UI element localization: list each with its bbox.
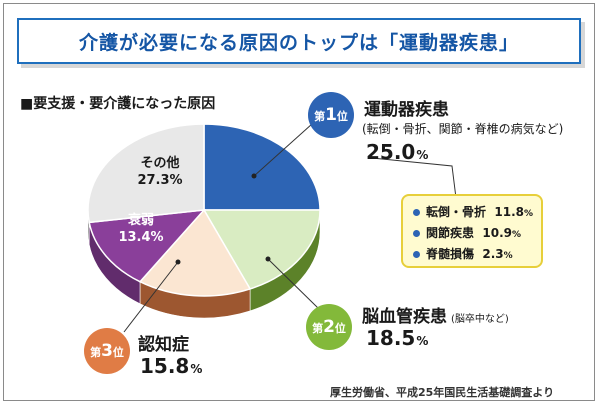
- slice-label-frailty: 衰弱 13.4%: [118, 213, 164, 245]
- rank-badge-1: 第1位: [308, 92, 354, 138]
- leader-dot-first: [251, 173, 257, 179]
- leader-dot-third: [175, 259, 181, 265]
- pie-slice-4: [87, 123, 205, 224]
- bullet-icon: [413, 251, 420, 258]
- pie-slice-3: [88, 209, 206, 283]
- title-box: 介護が必要になる原因のトップは「運動器疾患」: [17, 18, 581, 64]
- chart-subtitle: ■要支援・要介護になった原因: [20, 96, 216, 112]
- bullet-icon: [413, 230, 420, 237]
- callout-second-value: 18.5%: [366, 326, 429, 350]
- callout-first-note: (転倒・骨折、関節・脊椎の病気など): [362, 122, 564, 136]
- breakdown-row: 脊髄損傷 2.3%: [413, 245, 513, 262]
- rank-suffix-prefix-3: 第: [90, 346, 102, 359]
- source-note: 厚生労働省、平成25年国民生活基礎調査より: [330, 386, 555, 399]
- callout-second-name: 脳血管疾患 (脳卒中など): [362, 307, 509, 327]
- figure-frame: [3, 3, 595, 401]
- pie-slice-1: [202, 209, 321, 290]
- breakdown-row: 関節疾患 10.9%: [413, 224, 521, 241]
- page-title: 介護が必要になる原因のトップは「運動器疾患」: [78, 32, 519, 54]
- slice-label-other: その他 27.3%: [137, 156, 183, 188]
- breakdown-row: 転倒・骨折 11.8%: [413, 203, 533, 220]
- callout-third-name: 認知症: [138, 335, 189, 355]
- leader-dot-second: [265, 256, 271, 262]
- leader-line-third: [123, 261, 179, 333]
- leader-line-second: [267, 258, 319, 309]
- bullet-icon: [413, 209, 420, 216]
- callout-first-value: 25.0%: [366, 140, 429, 164]
- rank-badge-3: 第3位: [84, 328, 130, 374]
- leader-line-first: [253, 123, 313, 177]
- leader-line-breakdown: [371, 157, 457, 199]
- pie-slice-0: [203, 123, 321, 211]
- callout-third-value: 15.8%: [140, 354, 203, 378]
- pie-slice-2: [138, 208, 252, 297]
- rank-suffix-prefix-2: 第: [312, 322, 324, 335]
- rank-suffix-prefix-1: 第: [314, 110, 326, 123]
- breakdown-box: 転倒・骨折 11.8% 関節疾患 10.9% 脊髄損傷 2.3%: [401, 194, 543, 268]
- callout-first-name: 運動器疾患: [364, 100, 449, 120]
- rank-badge-2: 第2位: [306, 304, 352, 350]
